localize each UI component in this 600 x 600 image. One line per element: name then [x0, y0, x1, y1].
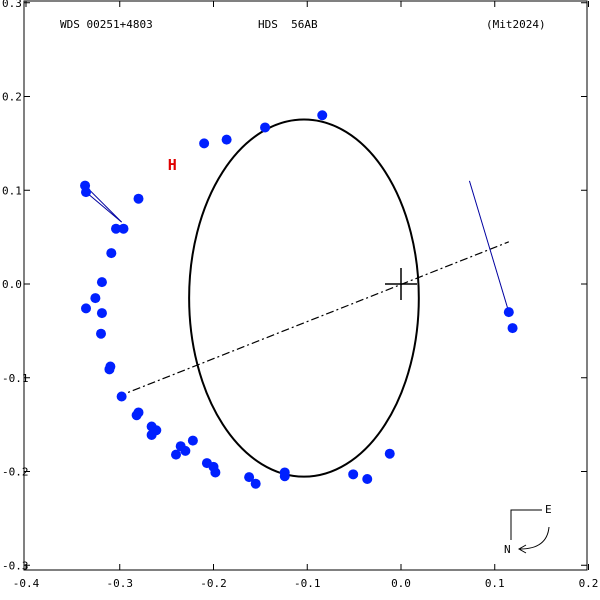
observation-point: [210, 467, 221, 478]
orbit-ellipse-layer: [188, 118, 420, 478]
residual-line: [468, 180, 510, 313]
observation-point: [317, 110, 328, 121]
observation-point: [180, 445, 191, 456]
line-of-nodes: [117, 241, 510, 398]
x-tick-label: -0.2: [200, 577, 227, 590]
residual-line: [85, 191, 122, 223]
reference-label: (Mit2024): [486, 18, 546, 31]
x-tick-label: 0.0: [391, 577, 411, 590]
observation-point: [106, 248, 117, 259]
observation-point: [116, 391, 127, 402]
observation-point: [96, 277, 107, 288]
y-tick-label: 0.2: [2, 91, 22, 104]
observation-point: [187, 435, 198, 446]
x-tick-label: 0.1: [485, 577, 505, 590]
x-tick-label: -0.1: [294, 577, 321, 590]
x-tick-label: -0.3: [107, 577, 134, 590]
observation-point: [279, 471, 290, 482]
observation-point: [90, 293, 101, 304]
observation-point: [133, 407, 144, 418]
y-tick-labels: -0.3 -0.2 -0.1 0.0 0.1 0.2 0.3: [2, 0, 29, 572]
observation-point: [118, 223, 129, 234]
observation-point: [384, 448, 395, 459]
y-tick-label: 0.3: [2, 0, 22, 10]
east-label: E: [545, 503, 552, 516]
observation-point: [199, 138, 210, 149]
observation-point: [81, 187, 91, 198]
line-of-nodes-layer: [117, 241, 510, 398]
direction-arrow: [519, 526, 550, 550]
x-tick-labels: -0.4 -0.3 -0.2 -0.1 0.0 0.1 0.2: [13, 577, 599, 590]
plot-frame: [23, 0, 588, 571]
observation-point: [244, 472, 255, 483]
observation-point: [171, 449, 181, 460]
observation-point: [104, 364, 115, 375]
axis-ticks: [24, 1, 589, 570]
y-tick-label: 0.0: [2, 278, 22, 291]
observation-point: [146, 429, 157, 440]
y-tick-label: 0.1: [2, 184, 22, 197]
observation-points-layer: [80, 110, 518, 489]
observation-point: [503, 307, 514, 318]
observation-point: [250, 478, 261, 489]
y-tick-label: -0.1: [2, 372, 29, 385]
observation-point: [507, 323, 518, 334]
x-tick-label: 0.2: [579, 577, 599, 590]
observation-point: [133, 193, 144, 204]
observation-point: [81, 303, 91, 314]
discoverer-label: HDS 56AB: [258, 18, 318, 31]
observation-point: [221, 134, 232, 145]
residual-lines-layer: [84, 180, 510, 313]
orientation-indicator: E N: [504, 503, 552, 556]
y-tick-label: -0.2: [2, 466, 29, 479]
y-tick-label: -0.3: [2, 559, 29, 572]
periastron-marker: H: [168, 156, 177, 174]
residual-line: [84, 185, 122, 223]
observation-point: [96, 328, 106, 339]
wds-id-label: WDS 00251+4803: [60, 18, 153, 31]
orbit-ellipse: [188, 118, 420, 478]
primary-star-marker: [385, 268, 417, 300]
observation-point: [260, 122, 271, 133]
north-label: N: [504, 543, 511, 556]
observation-point: [362, 474, 373, 484]
direction-arrow-head: [517, 544, 527, 554]
observation-point: [96, 308, 107, 319]
x-tick-label: -0.4: [13, 577, 40, 590]
orientation-corner: [510, 509, 542, 540]
observation-point: [348, 469, 359, 480]
observation-point: [111, 223, 121, 234]
